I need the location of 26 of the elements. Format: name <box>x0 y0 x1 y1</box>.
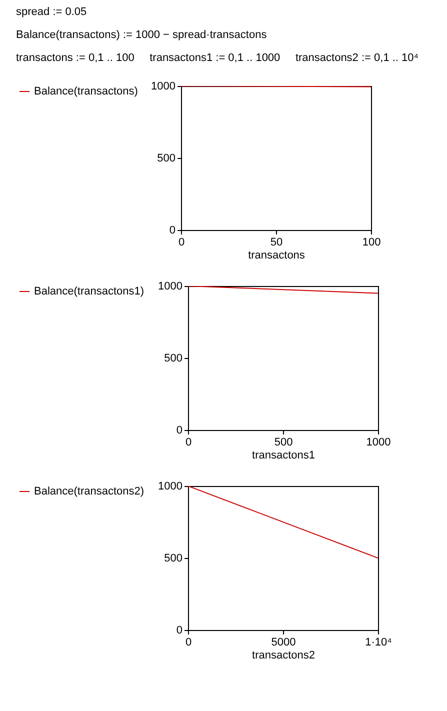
legend-label: Balance(transactons1) <box>34 286 144 298</box>
x-tick-label: 1·10⁴ <box>365 636 392 648</box>
y-tick-label: 0 <box>176 624 182 636</box>
x-tick-label: 50 <box>270 236 283 248</box>
text: transactons := 0,1 .. 100 transactons1 := 0,1 .. 1000 transactons2 := 0,1 .. 10⁴ <box>16 52 420 64</box>
x-axis-title: transactons <box>248 250 306 262</box>
x-tick-label: 1000 <box>366 436 391 448</box>
text: Balance(transactons) := 1000 − spread·transactons <box>16 29 268 41</box>
x-tick-label: 0 <box>185 436 192 448</box>
y-tick-label: 1000 <box>151 80 176 92</box>
y-tick-label: 500 <box>164 352 182 364</box>
y-tick-label: 0 <box>176 424 182 436</box>
y-tick-label: 1000 <box>158 480 182 492</box>
x-tick-label: 5000 <box>271 636 296 648</box>
x-axis-title: transactons2 <box>252 650 315 662</box>
y-tick-label: 500 <box>157 152 176 164</box>
y-tick-label: 0 <box>169 224 176 236</box>
legend-label: Balance(transactons) <box>34 86 138 98</box>
x-axis-title: transactons1 <box>252 450 315 462</box>
text: spread := 0.05 <box>16 6 88 18</box>
y-tick-label: 500 <box>164 552 182 564</box>
x-tick-label: 500 <box>274 436 293 448</box>
legend-label: Balance(transactons2) <box>34 486 144 498</box>
y-tick-label: 1000 <box>158 280 182 292</box>
x-tick-label: 0 <box>185 636 192 648</box>
x-tick-label: 100 <box>362 236 381 248</box>
